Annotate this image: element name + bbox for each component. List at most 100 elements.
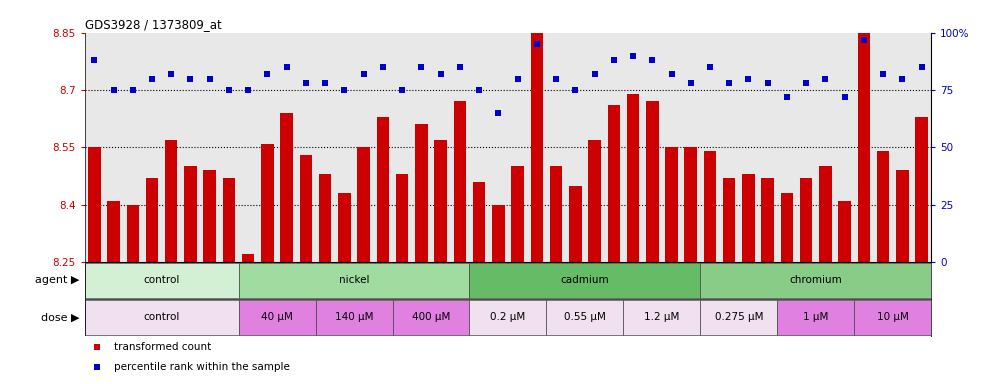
Point	[798, 80, 814, 86]
Bar	[800, 178, 813, 262]
Bar	[511, 167, 524, 262]
Bar	[85, 263, 239, 298]
Bar	[126, 205, 139, 262]
Bar	[623, 300, 700, 335]
Bar	[316, 300, 392, 335]
Bar	[239, 300, 316, 335]
Text: cadmium: cadmium	[561, 275, 610, 285]
Point	[644, 57, 660, 63]
Point	[760, 80, 776, 86]
Point	[279, 64, 295, 70]
Point	[182, 76, 198, 82]
Bar	[392, 300, 469, 335]
Point	[721, 80, 737, 86]
Point	[394, 87, 410, 93]
Point	[413, 64, 429, 70]
Bar	[896, 170, 908, 262]
Point	[90, 364, 106, 371]
Point	[260, 71, 276, 77]
Bar	[531, 21, 543, 262]
Bar	[242, 255, 254, 262]
Point	[298, 80, 314, 86]
Bar	[589, 140, 601, 262]
Bar	[626, 94, 639, 262]
Bar	[281, 113, 293, 262]
Bar	[723, 178, 735, 262]
Bar	[395, 174, 408, 262]
Bar	[88, 147, 101, 262]
Bar	[319, 174, 332, 262]
Point	[568, 87, 584, 93]
Point	[240, 87, 256, 93]
Text: transformed count: transformed count	[115, 342, 211, 352]
Point	[374, 64, 390, 70]
Bar	[184, 167, 197, 262]
Bar	[858, 21, 871, 262]
Point	[452, 64, 468, 70]
Bar	[700, 300, 777, 335]
Bar	[547, 300, 623, 335]
Point	[587, 71, 603, 77]
Point	[202, 76, 218, 82]
Text: 400 μM: 400 μM	[411, 312, 450, 322]
Point	[337, 87, 353, 93]
Point	[87, 57, 103, 63]
Text: dose ▶: dose ▶	[41, 312, 80, 322]
Point	[548, 76, 564, 82]
Bar	[646, 101, 658, 262]
Point	[837, 94, 853, 100]
Point	[894, 76, 910, 82]
Text: control: control	[143, 275, 180, 285]
Point	[471, 87, 487, 93]
Bar	[569, 185, 582, 262]
Point	[702, 64, 718, 70]
Bar	[777, 300, 855, 335]
Point	[625, 53, 641, 59]
Point	[510, 76, 526, 82]
Point	[913, 64, 929, 70]
Point	[144, 76, 160, 82]
Text: 0.275 μM: 0.275 μM	[714, 312, 763, 322]
Bar	[492, 205, 505, 262]
Text: agent ▶: agent ▶	[35, 275, 80, 285]
Text: 10 μM: 10 μM	[876, 312, 908, 322]
Bar	[550, 167, 563, 262]
Bar	[742, 174, 755, 262]
Bar	[665, 147, 677, 262]
Text: 1.2 μM: 1.2 μM	[644, 312, 679, 322]
Bar	[608, 105, 621, 262]
Point	[221, 87, 237, 93]
Point	[432, 71, 448, 77]
Point	[779, 94, 795, 100]
Point	[740, 76, 756, 82]
Bar	[704, 151, 716, 262]
Bar	[915, 117, 928, 262]
Bar	[469, 263, 700, 298]
Bar	[339, 193, 351, 262]
Text: 140 μM: 140 μM	[335, 312, 374, 322]
Text: nickel: nickel	[339, 275, 370, 285]
Point	[490, 110, 506, 116]
Bar	[855, 300, 931, 335]
Point	[606, 57, 622, 63]
Point	[856, 36, 872, 43]
Bar	[203, 170, 216, 262]
Text: percentile rank within the sample: percentile rank within the sample	[115, 362, 290, 372]
Bar	[700, 263, 931, 298]
Bar	[876, 151, 889, 262]
Text: 1 μM: 1 μM	[803, 312, 829, 322]
Bar	[473, 182, 485, 262]
Point	[663, 71, 679, 77]
Bar	[145, 178, 158, 262]
Bar	[261, 144, 274, 262]
Text: control: control	[143, 312, 180, 322]
Point	[818, 76, 834, 82]
Text: 40 μM: 40 μM	[261, 312, 293, 322]
Bar	[684, 147, 697, 262]
Bar	[781, 193, 793, 262]
Text: 0.55 μM: 0.55 μM	[564, 312, 606, 322]
Bar	[819, 167, 832, 262]
Bar	[376, 117, 389, 262]
Point	[875, 71, 891, 77]
Bar	[762, 178, 774, 262]
